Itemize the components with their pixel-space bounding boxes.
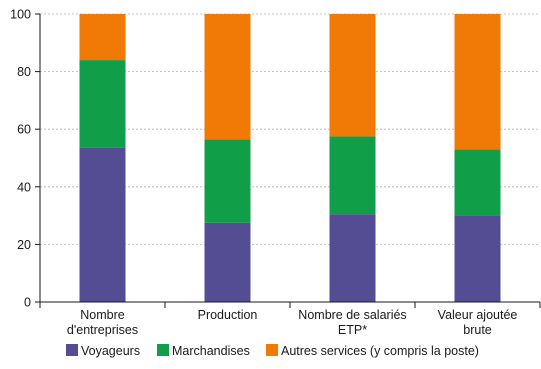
y-tick-label: 0	[24, 296, 31, 310]
legend-swatch	[157, 344, 169, 356]
x-tick-label-line: ETP*	[338, 323, 367, 337]
bar-autres-1	[204, 14, 251, 140]
y-tick-label: 60	[17, 123, 31, 137]
bars	[79, 14, 501, 302]
y-tick-label: 80	[17, 65, 31, 79]
x-tick-label: Nombre de salariés ETP*	[298, 308, 406, 337]
legend-label: Voyageurs	[81, 344, 140, 358]
x-tick-label: Nombre d'entreprises	[67, 308, 138, 337]
bar-autres-2	[329, 14, 376, 137]
x-tick-label: Valeur ajoutée brute	[438, 308, 518, 337]
bar-autres-0	[79, 14, 126, 61]
legend-swatch	[66, 344, 78, 356]
bar-marchandises-2	[329, 136, 376, 215]
legend-swatch	[266, 344, 278, 356]
bar-voyageurs-1	[204, 222, 251, 302]
x-tick-label-line: Nombre de salariés	[298, 308, 406, 322]
y-tick-label: 20	[17, 238, 31, 252]
bar-marchandises-0	[79, 60, 126, 148]
y-tick-label: 40	[17, 180, 31, 194]
bar-voyageurs-2	[329, 214, 376, 302]
bar-marchandises-3	[454, 149, 501, 216]
bar-marchandises-1	[204, 139, 251, 223]
x-tick-label-line: d'entreprises	[67, 323, 138, 337]
legend-label: Marchandises	[172, 344, 250, 358]
axes: 0 20 40 60 80 100 Nombre d'entreprises Productio…	[10, 8, 541, 337]
x-tick-label-line: brute	[463, 323, 492, 337]
legend: Voyageurs Marchandises Autres services (y …	[66, 344, 479, 358]
y-tick-label: 100	[10, 8, 31, 22]
bar-voyageurs-3	[454, 215, 501, 302]
bar-voyageurs-0	[79, 147, 126, 302]
x-tick-label: Production	[198, 308, 258, 322]
x-tick-label-line: Production	[198, 308, 258, 322]
x-tick-label-line: Nombre	[80, 308, 125, 322]
legend-label: Autres services (y compris la poste)	[281, 344, 479, 358]
bar-autres-3	[454, 14, 501, 150]
x-tick-label-line: Valeur ajoutée	[438, 308, 518, 322]
